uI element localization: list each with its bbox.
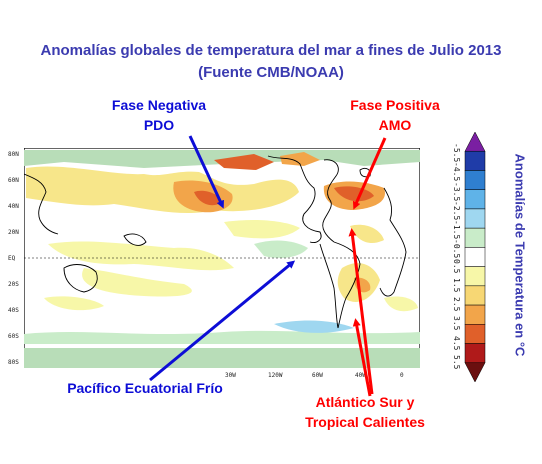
lat-label-80n: 80N (8, 151, 19, 158)
map-title-line1: Anomalías globales de temperatura del ma… (40, 42, 502, 59)
lon-label-30w: 30W (225, 372, 236, 379)
lon-label-60w: 60W (312, 372, 323, 379)
amo-label-line1: Fase Positiva (350, 97, 440, 113)
north-pacific-hot-core (194, 190, 222, 206)
map-title-line2: (Fuente CMB/NOAA) (198, 64, 344, 81)
temperature-colorbar (464, 132, 486, 382)
asia-east-coast (24, 173, 59, 235)
east-atlantic-warm (384, 296, 418, 312)
coastlines (24, 155, 407, 329)
pdo-label-line2: PDO (143, 117, 175, 133)
pacific-label: Pacífico Ecuatorial Frío (67, 380, 223, 396)
atlantic-label-line2: Tropical Calientes (305, 414, 425, 430)
atlantic-label-line1: Atlántico Sur y (315, 394, 415, 410)
lat-label-60s: 60S (8, 333, 19, 340)
south-america-east-coast (333, 241, 361, 329)
lat-label-80s: 80S (8, 359, 19, 366)
north-atlantic-hot (334, 186, 374, 202)
southern-ocean-cool (24, 330, 420, 344)
lat-label-eq: EQ (8, 255, 16, 262)
south-pacific-warm (48, 241, 234, 271)
greenland-outline (359, 167, 371, 178)
north-america-east-coast (322, 159, 339, 243)
pdo-arrow (188, 135, 224, 209)
lon-label-120w: 120W (268, 372, 283, 379)
colorbar-segment (464, 362, 486, 382)
anomaly-patches (24, 150, 420, 368)
amo-label-line2: AMO (378, 117, 412, 133)
central-pacific-warm (224, 220, 300, 239)
lat-label-40s: 40S (8, 307, 19, 314)
south-pacific-warm-2 (82, 268, 192, 297)
lat-label-40n: 40N (8, 203, 19, 210)
atlantic-arrow-south (352, 318, 372, 397)
equatorial-pacific-cool (254, 240, 308, 258)
southern-ocean-cold (274, 320, 354, 333)
australia-outline (63, 264, 98, 293)
arctic-warm-1 (214, 154, 274, 170)
south-america-west-coast (319, 243, 339, 329)
maritime-continent (123, 233, 147, 246)
lon-label-40w: 40W (355, 372, 366, 379)
arctic-warm-2 (280, 152, 320, 166)
pdo-label-line1: Fase Negativa (111, 97, 207, 113)
north-america-west-coast (267, 155, 322, 243)
lat-label-60n: 60N (8, 177, 19, 184)
amo-arrow (352, 137, 387, 210)
tropical-atlantic-warm (350, 224, 384, 244)
lat-label-20s: 20S (8, 281, 19, 288)
pacific-arrow (149, 260, 296, 382)
africa-west-coast (379, 187, 407, 297)
atlantic-arrow-north (348, 228, 374, 395)
antarctic-band (24, 348, 420, 368)
south-indian-warm (44, 296, 104, 311)
lon-label-0: 0 (400, 372, 404, 379)
lat-label-20n: 20N (8, 229, 19, 236)
